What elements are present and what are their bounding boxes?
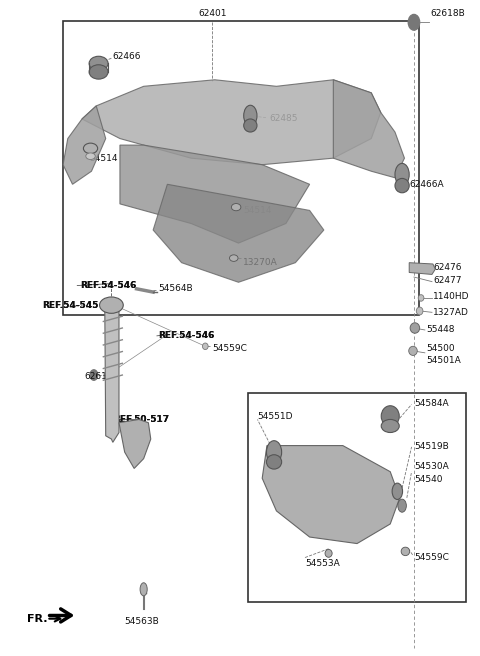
Ellipse shape <box>392 483 403 499</box>
Text: 13270A: 13270A <box>243 258 278 267</box>
Text: 54553A: 54553A <box>305 559 340 567</box>
Ellipse shape <box>86 153 96 159</box>
Text: 62477: 62477 <box>433 276 461 285</box>
Text: 62485: 62485 <box>269 114 298 123</box>
Ellipse shape <box>229 255 238 261</box>
Ellipse shape <box>325 550 332 558</box>
Text: REF.54-546: REF.54-546 <box>158 331 214 340</box>
Text: 62476: 62476 <box>433 263 461 272</box>
Ellipse shape <box>231 203 241 211</box>
Polygon shape <box>120 145 310 243</box>
Text: REF.54-545: REF.54-545 <box>42 300 98 310</box>
Text: 54559C: 54559C <box>213 344 247 354</box>
Text: 54500: 54500 <box>426 344 455 354</box>
Polygon shape <box>105 305 119 442</box>
Ellipse shape <box>398 499 407 512</box>
Ellipse shape <box>416 307 423 315</box>
Text: 1140HD: 1140HD <box>433 292 469 301</box>
Ellipse shape <box>410 323 420 333</box>
Ellipse shape <box>409 346 417 356</box>
Ellipse shape <box>99 297 123 314</box>
Text: REF.54-546: REF.54-546 <box>80 281 136 290</box>
Text: 54514: 54514 <box>89 154 118 163</box>
Text: 62466: 62466 <box>113 52 141 62</box>
Text: REF.50-517: REF.50-517 <box>113 415 169 424</box>
Ellipse shape <box>140 583 147 596</box>
Polygon shape <box>63 106 106 184</box>
Ellipse shape <box>89 56 108 71</box>
Polygon shape <box>119 419 151 468</box>
Text: REF.50-517: REF.50-517 <box>113 415 169 424</box>
Bar <box>248 394 466 602</box>
Ellipse shape <box>381 405 399 426</box>
Ellipse shape <box>395 163 409 186</box>
Text: FR.: FR. <box>27 613 48 624</box>
Ellipse shape <box>418 295 424 301</box>
Ellipse shape <box>89 65 108 79</box>
Ellipse shape <box>266 441 282 464</box>
Circle shape <box>408 14 420 30</box>
Ellipse shape <box>395 178 409 193</box>
Polygon shape <box>153 184 324 282</box>
Text: 54540: 54540 <box>414 475 443 484</box>
Ellipse shape <box>244 119 257 132</box>
Text: 54530A: 54530A <box>414 462 449 471</box>
Polygon shape <box>262 445 400 544</box>
Ellipse shape <box>401 547 409 556</box>
Text: 54519B: 54519B <box>414 442 449 451</box>
Ellipse shape <box>266 455 282 469</box>
Polygon shape <box>409 262 435 274</box>
Text: 55448: 55448 <box>426 325 454 335</box>
Circle shape <box>90 370 97 380</box>
Ellipse shape <box>84 143 97 154</box>
Text: 54514: 54514 <box>243 206 272 215</box>
Text: 54584A: 54584A <box>414 399 449 407</box>
Text: 54551D: 54551D <box>257 412 293 420</box>
Text: 54564B: 54564B <box>158 284 192 293</box>
Polygon shape <box>82 80 381 165</box>
Polygon shape <box>333 80 405 178</box>
Bar <box>63 21 419 315</box>
Text: 54501A: 54501A <box>426 356 460 365</box>
Ellipse shape <box>381 419 399 432</box>
Text: REF.54-545: REF.54-545 <box>42 300 98 310</box>
Ellipse shape <box>203 343 208 350</box>
Text: 62466A: 62466A <box>409 180 444 189</box>
Text: 54559C: 54559C <box>414 554 449 562</box>
Text: REF.54-546: REF.54-546 <box>80 281 136 290</box>
Text: 62618B: 62618B <box>84 373 119 382</box>
Text: 62401: 62401 <box>198 9 227 18</box>
Text: REF.54-546: REF.54-546 <box>158 331 214 340</box>
Text: 62618B: 62618B <box>431 9 465 18</box>
Text: 54563B: 54563B <box>124 617 159 626</box>
Ellipse shape <box>244 105 257 126</box>
Text: 1327AD: 1327AD <box>433 308 469 317</box>
